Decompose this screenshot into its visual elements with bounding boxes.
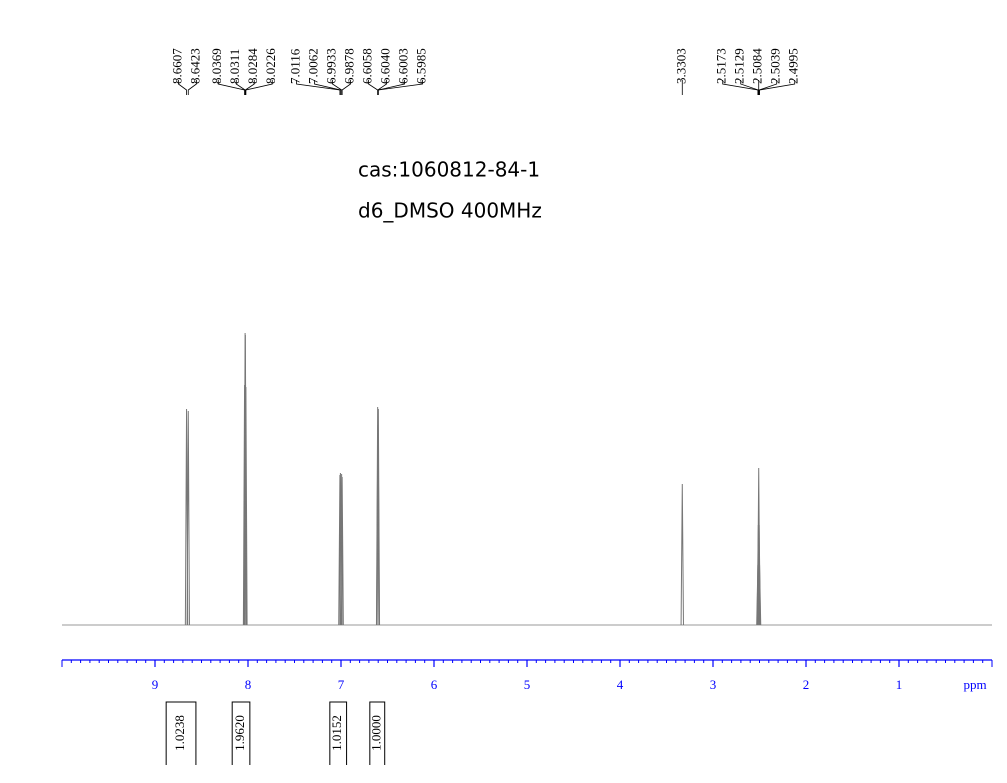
peak-label: 6.5985: [413, 48, 428, 84]
integral-label: 1.0000: [368, 715, 383, 751]
peak: [680, 483, 684, 626]
peak-label-connector: [740, 80, 759, 95]
peak-label-connector: [245, 80, 273, 95]
peak-label: 8.0226: [263, 48, 278, 84]
peak-label-connector: [178, 80, 187, 95]
peak-label: 3.3303: [673, 48, 688, 84]
peak: [186, 410, 190, 626]
peak-label-connector: [377, 80, 423, 95]
peak-label: 2.5039: [768, 48, 783, 84]
peak-label: 6.6058: [359, 48, 374, 84]
peak-label: 6.6040: [377, 48, 392, 84]
peak: [757, 564, 762, 626]
peak-label-connector: [758, 80, 778, 95]
peak-label-connector: [217, 80, 245, 95]
x-tick-label: 7: [338, 677, 345, 692]
peak-label: 2.5084: [750, 48, 765, 84]
integral-bracket: [165, 701, 197, 765]
x-tick-label: 6: [431, 677, 438, 692]
peak-label-connector: [722, 80, 759, 95]
x-axis-label: ppm: [963, 677, 986, 692]
peak-label-connector: [332, 80, 343, 95]
peak: [376, 408, 381, 626]
x-tick-label: 1: [896, 677, 903, 692]
peak-label: 2.4995: [786, 48, 801, 84]
peak-label: 6.9933: [323, 48, 338, 84]
integral-label: 1.0238: [172, 715, 187, 751]
peak-label: 8.6607: [169, 48, 184, 84]
x-tick-label: 2: [803, 677, 810, 692]
peak-label-connector: [759, 80, 796, 95]
x-tick-label: 8: [245, 677, 252, 692]
peak-label-connector: [187, 80, 197, 95]
x-tick-label: 3: [710, 677, 717, 692]
integral-label: 1.9620: [232, 715, 247, 751]
x-tick-label: 4: [617, 677, 624, 692]
x-tick-label: 5: [524, 677, 531, 692]
integral-bracket: [369, 701, 386, 765]
peak-label: 2.5173: [714, 48, 729, 84]
peak-label-connector: [244, 80, 255, 95]
peak-label-connector: [296, 80, 341, 95]
integral-bracket: [231, 701, 251, 765]
peak-label: 2.5129: [732, 48, 747, 84]
x-tick-label: 9: [152, 677, 159, 692]
peak-label: 7.0062: [305, 48, 320, 84]
chart-title: cas:1060812-84-1: [358, 158, 540, 182]
integral-label: 1.0152: [329, 715, 344, 751]
chart-subtitle: d6_DMSO 400MHz: [358, 199, 542, 223]
peak: [340, 476, 344, 626]
peak-label-connector: [314, 80, 341, 95]
peak-label: 8.0311: [227, 49, 242, 84]
peak-label: 6.9878: [341, 48, 356, 84]
peak-label: 7.0116: [287, 48, 302, 84]
peak-label: 8.0284: [245, 48, 260, 84]
integral-bracket: [329, 701, 348, 765]
peak-label: 8.0369: [209, 48, 224, 84]
peak-label-connector: [341, 80, 351, 95]
peak: [339, 473, 344, 626]
peak: [244, 386, 248, 626]
peak-label: 8.6423: [187, 48, 202, 84]
peak-label: 6.6003: [395, 48, 410, 84]
